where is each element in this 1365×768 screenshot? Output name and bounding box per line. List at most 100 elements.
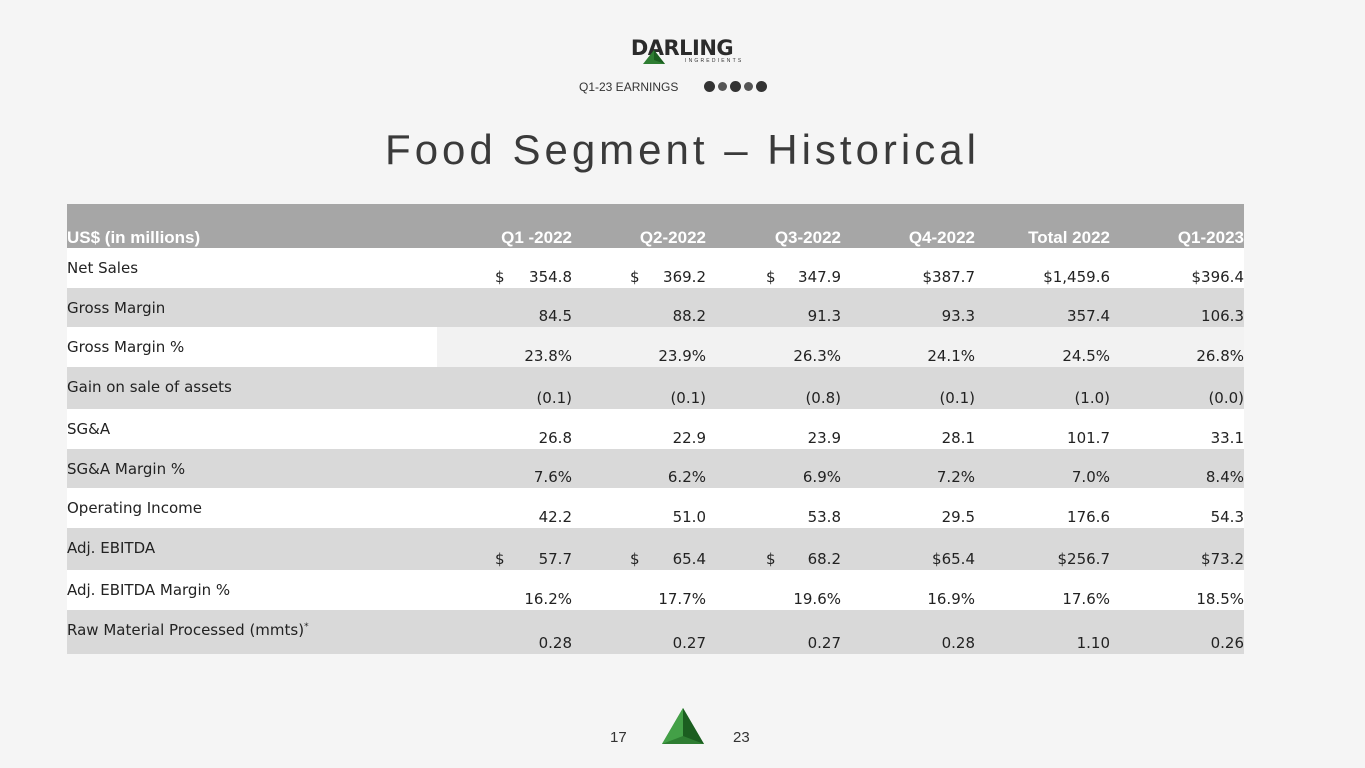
table-cell: 19.6% bbox=[706, 570, 841, 610]
row-label: Gross Margin % bbox=[67, 327, 437, 367]
cell-content: (0.1) bbox=[572, 389, 706, 407]
table-cell: 42.2 bbox=[437, 488, 572, 528]
row-label: Adj. EBITDA bbox=[67, 528, 437, 570]
logo-subtext: INGREDIENTS bbox=[685, 58, 744, 64]
table-cell: 54.3 bbox=[1110, 488, 1244, 528]
column-header: Q3-2022 bbox=[706, 204, 841, 248]
cell-value: 0.28 bbox=[538, 634, 572, 652]
cell-content: $1,459.6 bbox=[975, 268, 1110, 286]
cell-value: 26.8 bbox=[538, 429, 572, 447]
cell-content: 7.0% bbox=[975, 468, 1110, 486]
cell-content: (0.8) bbox=[706, 389, 841, 407]
cell-value: 357.4 bbox=[1067, 307, 1110, 325]
row-label-text: Adj. EBITDA Margin % bbox=[67, 581, 231, 599]
table-row: Gross Margin % 23.8% 23.9% 26.3% 24.1% 24.5% 2… bbox=[67, 327, 1244, 367]
table-cell: 23.8% bbox=[437, 327, 572, 367]
cell-value: $387.7 bbox=[922, 268, 976, 286]
cell-content: 28.1 bbox=[841, 429, 975, 447]
cell-value: 91.3 bbox=[807, 307, 841, 325]
cell-content: 0.26 bbox=[1110, 634, 1244, 652]
table-cell: 16.9% bbox=[841, 570, 975, 610]
progress-dot bbox=[718, 82, 727, 91]
table-cell: (0.1) bbox=[437, 367, 572, 409]
cell-value: (0.8) bbox=[805, 389, 841, 407]
table-cell: 84.5 bbox=[437, 288, 572, 327]
table-cell: 8.4% bbox=[1110, 449, 1244, 488]
cell-content: $57.7 bbox=[437, 550, 572, 568]
cell-content: 176.6 bbox=[975, 508, 1110, 526]
row-label: SG&A Margin % bbox=[67, 449, 437, 488]
table-cell: $354.8 bbox=[437, 248, 572, 288]
cell-content: 84.5 bbox=[437, 307, 572, 325]
cell-value: 0.28 bbox=[941, 634, 975, 652]
cell-content: 26.8 bbox=[437, 429, 572, 447]
table-cell: 0.28 bbox=[841, 610, 975, 654]
cell-value: 16.2% bbox=[524, 590, 572, 608]
currency-symbol: $ bbox=[495, 550, 505, 568]
table-cell: 26.3% bbox=[706, 327, 841, 367]
row-label: Adj. EBITDA Margin % bbox=[67, 570, 437, 610]
table-cell: 29.5 bbox=[841, 488, 975, 528]
column-header: Q2-2022 bbox=[572, 204, 706, 248]
cell-content: 16.9% bbox=[841, 590, 975, 608]
progress-dot bbox=[744, 82, 753, 91]
cell-value: 7.6% bbox=[533, 468, 572, 486]
cell-value: 347.9 bbox=[798, 268, 841, 286]
table-cell: 0.28 bbox=[437, 610, 572, 654]
cell-value: 6.9% bbox=[802, 468, 841, 486]
progress-dot bbox=[730, 81, 741, 92]
table-cell: 93.3 bbox=[841, 288, 975, 327]
brand-triangle-icon bbox=[662, 708, 704, 744]
cell-value: 0.26 bbox=[1210, 634, 1244, 652]
cell-value: 6.2% bbox=[667, 468, 706, 486]
cell-value: 354.8 bbox=[529, 268, 572, 286]
progress-dot bbox=[756, 81, 767, 92]
cell-value: 7.0% bbox=[1071, 468, 1110, 486]
column-header: US$ (in millions) bbox=[67, 204, 437, 248]
cell-content: $68.2 bbox=[706, 550, 841, 568]
table-cell: $1,459.6 bbox=[975, 248, 1110, 288]
table-cell: (0.0) bbox=[1110, 367, 1244, 409]
cell-value: 7.2% bbox=[936, 468, 975, 486]
cell-content: (0.1) bbox=[437, 389, 572, 407]
cell-content: 26.3% bbox=[706, 347, 841, 365]
cell-content: 1.10 bbox=[975, 634, 1110, 652]
cell-value: 106.3 bbox=[1201, 307, 1244, 325]
table-cell: 26.8% bbox=[1110, 327, 1244, 367]
table-row: Net Sales $354.8 $369.2 $347.9 $387.7 $1,459.… bbox=[67, 248, 1244, 288]
cell-value: (0.1) bbox=[939, 389, 975, 407]
cell-value: (1.0) bbox=[1074, 389, 1110, 407]
column-header: Q4-2022 bbox=[841, 204, 975, 248]
progress-dot bbox=[704, 81, 715, 92]
cell-value: 0.27 bbox=[807, 634, 841, 652]
cell-content: 7.6% bbox=[437, 468, 572, 486]
table-cell: 106.3 bbox=[1110, 288, 1244, 327]
cell-value: $256.7 bbox=[1057, 550, 1111, 568]
cell-content: 29.5 bbox=[841, 508, 975, 526]
cell-content: 101.7 bbox=[975, 429, 1110, 447]
row-label-text: SG&A bbox=[67, 420, 111, 438]
cell-value: 23.9 bbox=[807, 429, 841, 447]
cell-value: 65.4 bbox=[672, 550, 706, 568]
financial-table: US$ (in millions) Q1 -2022 Q2-2022 Q3-20… bbox=[67, 204, 1244, 654]
cell-content: $256.7 bbox=[975, 550, 1111, 568]
table-row: Gross Margin 84.5 88.2 91.3 93.3 357.4 106.3 bbox=[67, 288, 1244, 327]
cell-content: 24.1% bbox=[841, 347, 975, 365]
table-cell: 22.9 bbox=[572, 409, 706, 449]
currency-symbol: $ bbox=[630, 550, 640, 568]
cell-content: 33.1 bbox=[1110, 429, 1244, 447]
cell-content: 18.5% bbox=[1110, 590, 1244, 608]
cell-value: 57.7 bbox=[538, 550, 572, 568]
table-cell: 357.4 bbox=[975, 288, 1110, 327]
table-cell: 16.2% bbox=[437, 570, 572, 610]
table-cell: 26.8 bbox=[437, 409, 572, 449]
cell-content: 6.2% bbox=[572, 468, 706, 486]
cell-value: $73.2 bbox=[1201, 550, 1244, 568]
cell-value: 8.4% bbox=[1205, 468, 1244, 486]
cell-content: (0.0) bbox=[1110, 389, 1244, 407]
cell-content: 7.2% bbox=[841, 468, 975, 486]
cell-value: $396.4 bbox=[1191, 268, 1245, 286]
currency-symbol: $ bbox=[495, 268, 505, 286]
row-label-text: Raw Material Processed (mmts) bbox=[67, 621, 305, 639]
table-cell: 7.2% bbox=[841, 449, 975, 488]
